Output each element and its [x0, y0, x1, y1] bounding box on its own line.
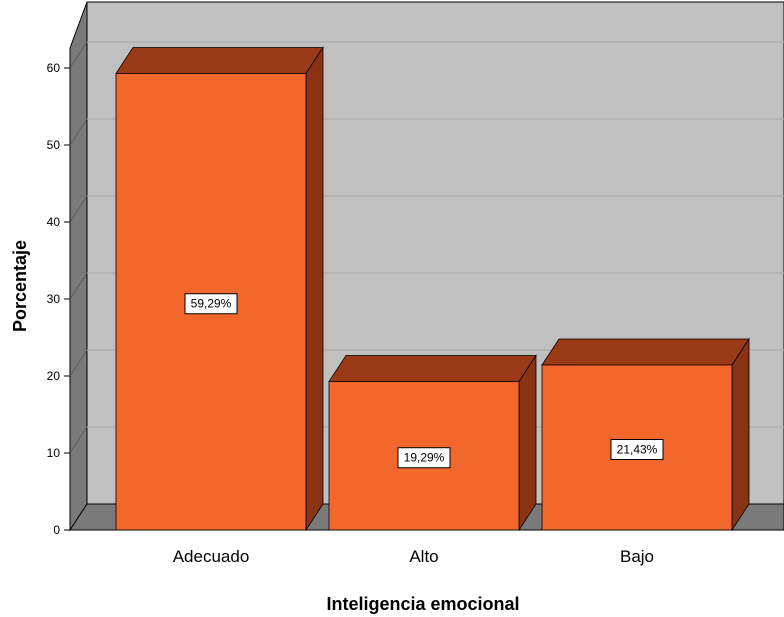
bar-side [518, 354, 537, 532]
data-label-box [184, 293, 238, 315]
x-tick-label: Alto [409, 547, 438, 566]
bar-group: 19,29% [328, 354, 537, 532]
x-tick-label: Adecuado [173, 547, 250, 566]
y-tick-label: 60 [47, 61, 61, 75]
bar-group: 21,43% [541, 337, 750, 532]
bar-group: 59,29% [115, 46, 324, 532]
y-tick-label: 50 [47, 138, 61, 152]
gridline-side [69, 349, 88, 377]
bar-top [115, 47, 324, 74]
gridline-side [69, 118, 88, 146]
bar-side [731, 337, 750, 532]
x-tick-label: Bajo [620, 547, 654, 566]
y-tick-label: 40 [47, 215, 61, 229]
bar-side [305, 46, 324, 532]
y-tick-label: 20 [47, 369, 61, 383]
gridline-side [69, 41, 88, 69]
data-label: 59,29% [191, 297, 232, 311]
gridline-side [69, 195, 88, 223]
bar-top [541, 338, 750, 366]
bar-top [328, 355, 537, 382]
side-wall [69, 1, 88, 532]
gridline-side [69, 426, 88, 454]
bars: 59,29% 19,29% 21,43% [115, 46, 750, 532]
y-tick-label: 0 [53, 523, 60, 537]
data-label: 21,43% [617, 442, 658, 456]
x-axis-title: Inteligencia emocional [326, 594, 519, 614]
x-axis-ticks: Adecuado Alto Bajo [173, 547, 654, 566]
data-label: 19,29% [404, 451, 445, 465]
y-tick-label: 10 [47, 446, 61, 460]
y-axis-title: Porcentaje [10, 240, 30, 332]
y-axis-ticks: 0 10 20 30 40 50 60 [47, 61, 70, 537]
data-label-box [610, 438, 664, 460]
y-tick-label: 30 [47, 292, 61, 306]
gridline-side [69, 272, 88, 300]
data-label-box [397, 447, 451, 469]
